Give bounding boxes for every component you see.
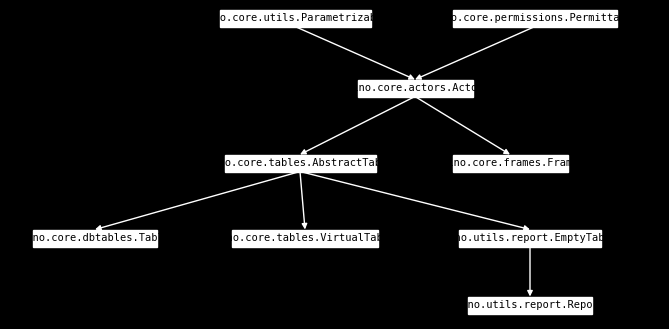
Text: lino.core.actors.Actor: lino.core.actors.Actor [347, 83, 484, 93]
FancyBboxPatch shape [468, 296, 592, 314]
Text: lino.core.dbtables.Table: lino.core.dbtables.Table [20, 233, 170, 243]
FancyBboxPatch shape [219, 10, 371, 27]
Text: lino.core.permissions.Permittable: lino.core.permissions.Permittable [432, 13, 638, 23]
FancyBboxPatch shape [225, 155, 375, 171]
Text: lino.core.frames.Frame: lino.core.frames.Frame [442, 158, 579, 168]
Text: lino.core.tables.AbstractTable: lino.core.tables.AbstractTable [206, 158, 394, 168]
FancyBboxPatch shape [459, 230, 601, 246]
FancyBboxPatch shape [452, 155, 567, 171]
Text: lino.core.tables.VirtualTable: lino.core.tables.VirtualTable [214, 233, 395, 243]
Text: lino.core.utils.Parametrizable: lino.core.utils.Parametrizable [201, 13, 389, 23]
Text: lino.utils.report.EmptyTable: lino.utils.report.EmptyTable [442, 233, 617, 243]
Text: lino.utils.report.Report: lino.utils.report.Report [455, 300, 605, 310]
FancyBboxPatch shape [33, 230, 157, 246]
FancyBboxPatch shape [231, 230, 378, 246]
FancyBboxPatch shape [453, 10, 617, 27]
FancyBboxPatch shape [357, 80, 472, 96]
